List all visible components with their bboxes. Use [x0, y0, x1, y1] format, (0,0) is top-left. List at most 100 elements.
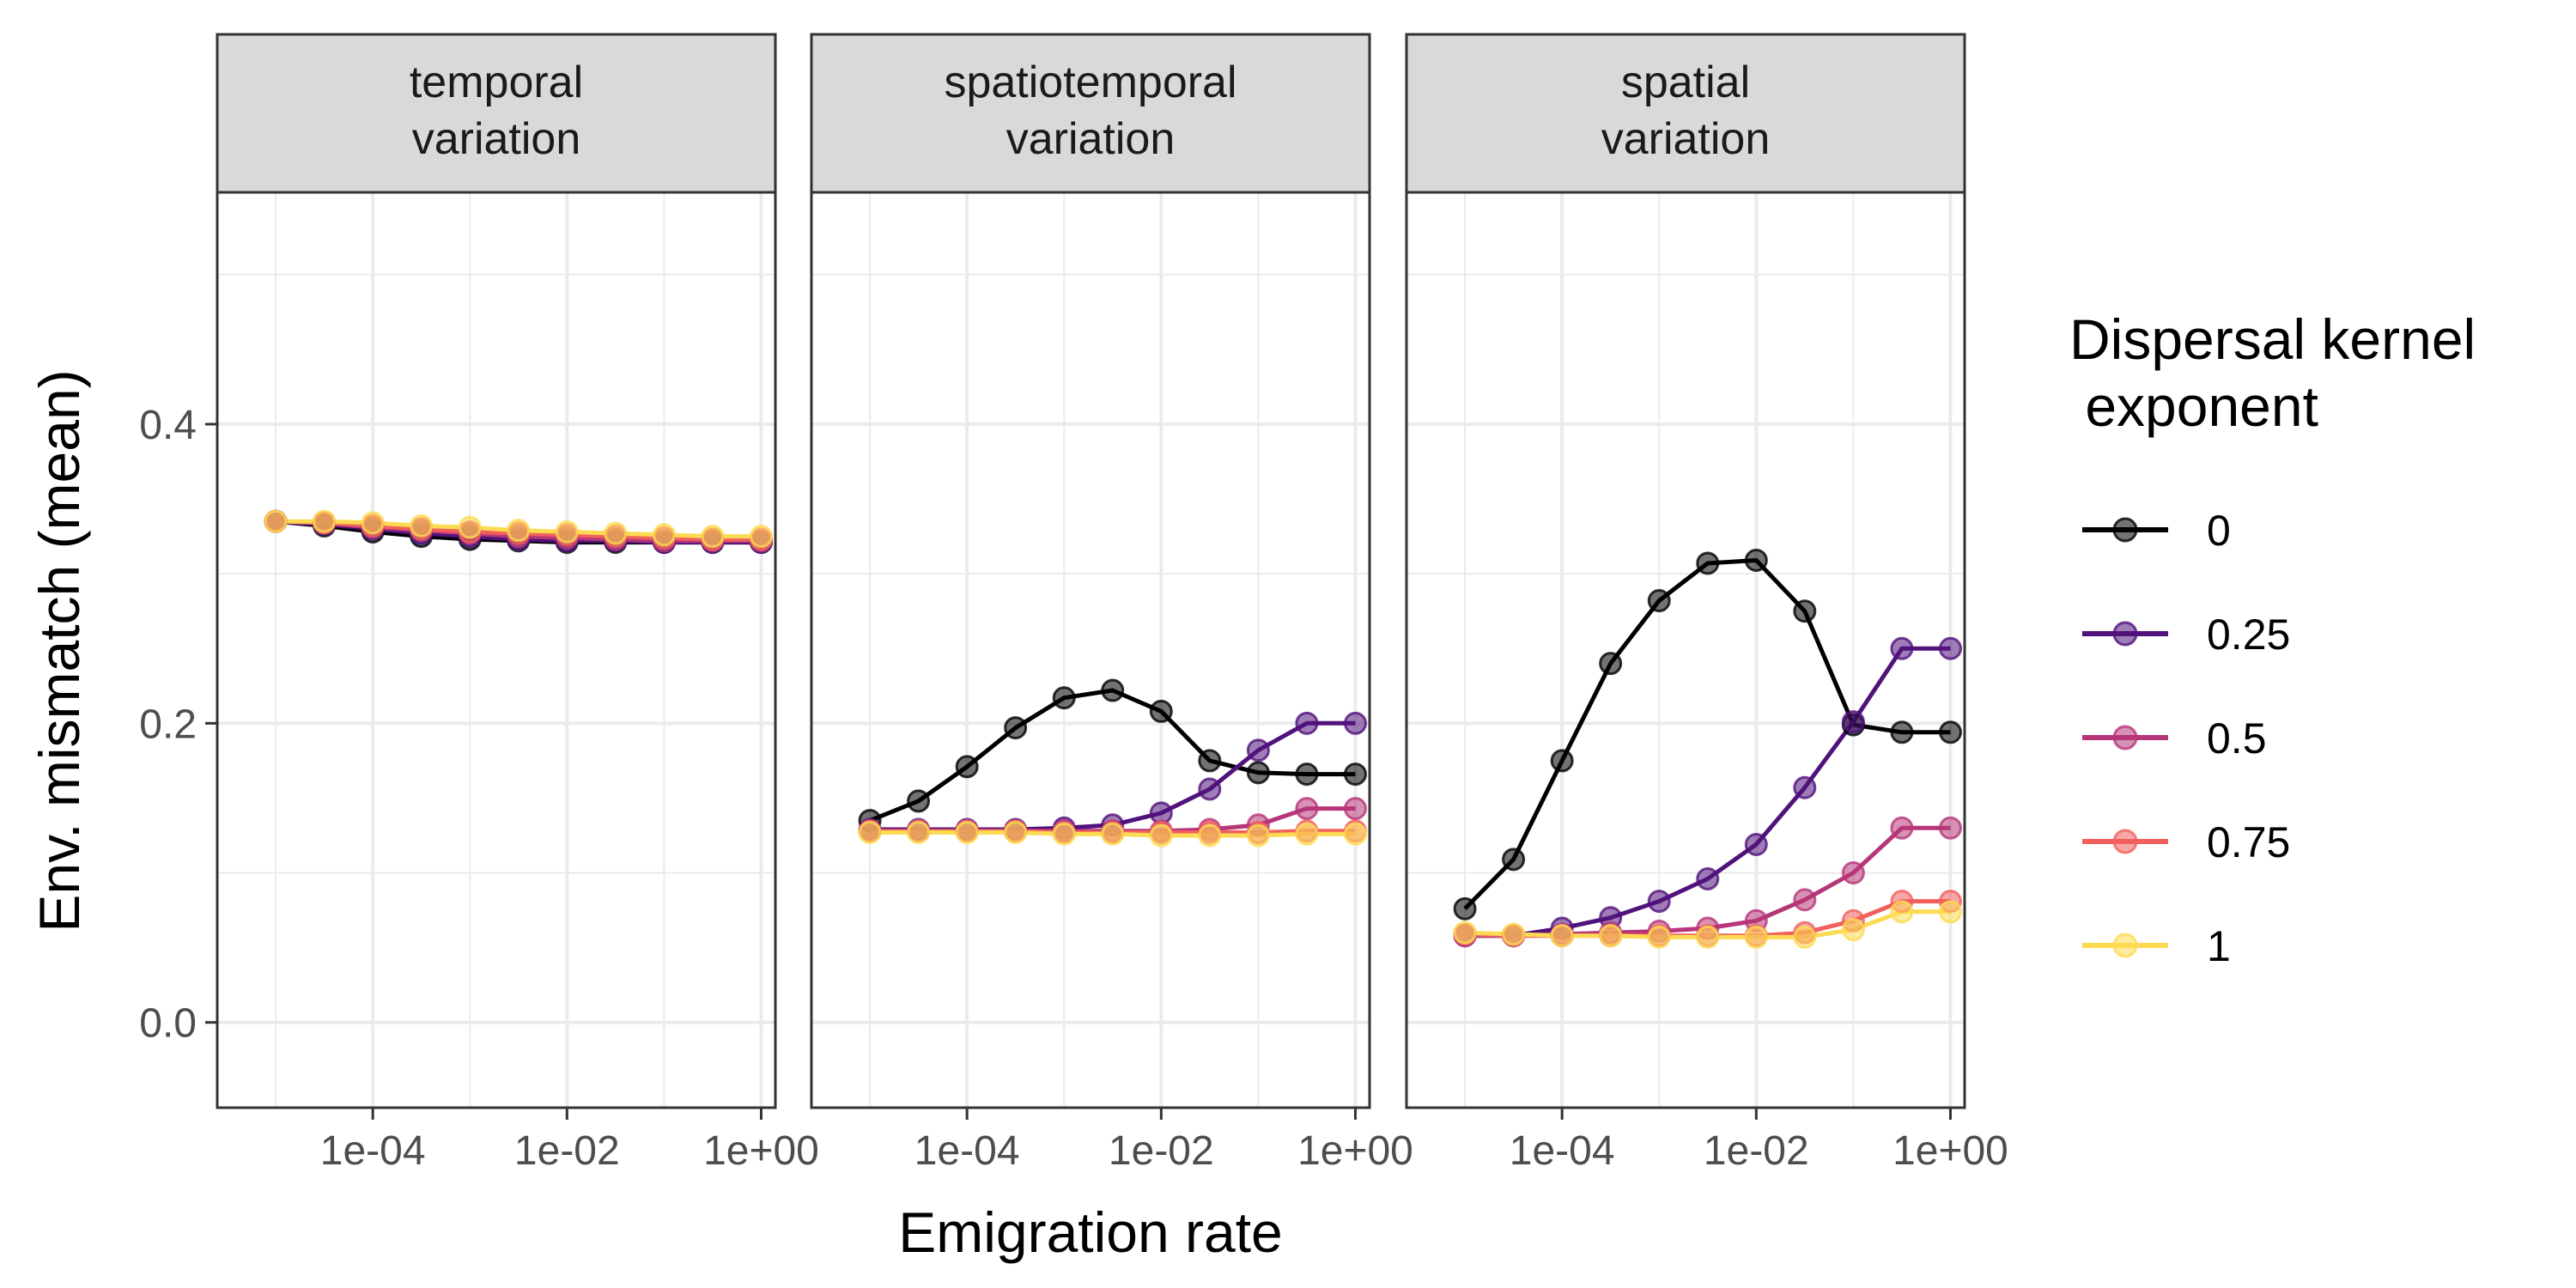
plot-background — [217, 192, 775, 1108]
legend-key-point — [2112, 621, 2138, 647]
data-point — [1890, 636, 1914, 660]
data-point — [1599, 924, 1623, 948]
data-point — [313, 509, 337, 533]
data-point — [1550, 749, 1574, 773]
data-point — [1149, 823, 1173, 848]
data-point — [1295, 762, 1319, 787]
legend-item-1: 1 — [2082, 922, 2231, 970]
x-tick-label: 1e+00 — [703, 1128, 819, 1174]
data-point — [1793, 775, 1817, 799]
data-point — [1696, 551, 1720, 575]
legend-label: 0.5 — [2207, 714, 2267, 762]
data-point — [1841, 918, 1865, 942]
data-point — [1938, 636, 1962, 660]
data-point — [410, 513, 434, 538]
legend-key-point — [2112, 725, 2138, 750]
data-point — [701, 525, 725, 549]
data-point — [264, 509, 288, 533]
legend-key-point — [2112, 517, 2138, 543]
x-tick-label: 1e-04 — [1510, 1128, 1615, 1174]
data-point — [955, 821, 979, 845]
x-tick-label: 1e-04 — [914, 1128, 1020, 1174]
plot-background — [1406, 192, 1965, 1108]
y-tick-label: 0.0 — [139, 1001, 197, 1047]
y-tick-label: 0.4 — [139, 403, 197, 448]
y-tick-label: 0.2 — [139, 702, 197, 747]
data-point — [361, 511, 385, 535]
data-point — [1841, 861, 1865, 885]
x-tick-label: 1e+00 — [1893, 1128, 2008, 1174]
data-point — [1938, 720, 1962, 744]
legend-key-point — [2112, 829, 2138, 854]
legend-label: 0.25 — [2207, 611, 2290, 659]
x-tick-label: 1e-02 — [1109, 1128, 1214, 1174]
data-point — [1198, 823, 1222, 848]
data-point — [1295, 797, 1319, 821]
facet-strip — [1405, 33, 1966, 194]
data-point — [1647, 890, 1671, 914]
data-point — [1343, 797, 1367, 821]
y-axis-title: Env. mismatch (mean) — [27, 369, 91, 932]
data-point — [1198, 777, 1222, 801]
x-axis-title: Emigration rate — [898, 1200, 1283, 1264]
data-point — [749, 525, 773, 549]
facet-strip-label: temporal variation — [410, 58, 583, 164]
facet-panel: temporal variation — [216, 33, 777, 1109]
data-point — [858, 821, 882, 845]
data-point — [1295, 822, 1319, 846]
legend: Dispersal kernel exponent 0 0.25 0.5 0.75 1 — [2069, 307, 2476, 970]
x-tick-label: 1e-02 — [1704, 1128, 1809, 1174]
data-point — [507, 519, 531, 543]
legend-item-0.5: 0.5 — [2082, 714, 2267, 762]
legend-key-point — [2112, 933, 2138, 958]
data-point — [1647, 925, 1671, 949]
data-point — [1453, 920, 1477, 945]
data-point — [1502, 848, 1526, 872]
data-point — [1744, 832, 1768, 856]
legend-item-0.75: 0.75 — [2082, 818, 2290, 866]
data-point — [1793, 925, 1817, 949]
legend-label: 0.75 — [2207, 818, 2290, 866]
facet-strip-label: spatiotemporal variation — [944, 58, 1236, 164]
legend-label: 1 — [2207, 922, 2231, 970]
legend-label: 0 — [2207, 507, 2231, 555]
x-tick-label: 1e+00 — [1297, 1128, 1413, 1174]
data-point — [1101, 822, 1125, 846]
panels-layer: temporal variation spatiotemporal variation… — [216, 33, 1966, 1109]
data-point — [955, 755, 979, 779]
data-point — [1502, 922, 1526, 946]
legend-item-0.25: 0.25 — [2082, 611, 2290, 659]
data-point — [1599, 652, 1623, 676]
data-point — [1004, 716, 1028, 740]
data-point — [1149, 699, 1173, 723]
x-tick-label: 1e-04 — [320, 1128, 426, 1174]
legend-title: Dispersal kernel exponent — [2069, 307, 2476, 438]
data-point — [652, 523, 676, 547]
data-point — [1295, 711, 1319, 735]
data-point — [1647, 589, 1671, 613]
data-point — [1198, 749, 1222, 773]
data-point — [907, 789, 931, 813]
data-point — [1246, 761, 1270, 785]
data-point — [604, 521, 628, 545]
legend-item-0: 0 — [2082, 507, 2231, 555]
data-point — [1841, 710, 1865, 734]
data-point — [555, 519, 579, 544]
data-point — [1052, 822, 1076, 846]
data-point — [1550, 924, 1574, 948]
data-point — [1004, 821, 1028, 845]
data-point — [1696, 925, 1720, 949]
data-point — [1793, 888, 1817, 912]
facet-strip-label: spatial variation — [1601, 58, 1771, 164]
data-point — [1246, 738, 1270, 762]
axes-layer: 1e-04 1e-02 1e+00 1e-04 1e-02 1e+00 1e-04 1e-02… — [139, 403, 2008, 1174]
data-point — [1890, 816, 1914, 840]
facet-panel: spatiotemporal variation — [810, 33, 1371, 1109]
data-point — [1744, 548, 1768, 572]
facet-panel: spatial variation — [1405, 33, 1966, 1109]
facet-strip — [216, 33, 777, 194]
data-point — [1696, 867, 1720, 890]
data-point — [907, 821, 931, 845]
data-point — [1938, 816, 1962, 840]
data-point — [1744, 925, 1768, 949]
